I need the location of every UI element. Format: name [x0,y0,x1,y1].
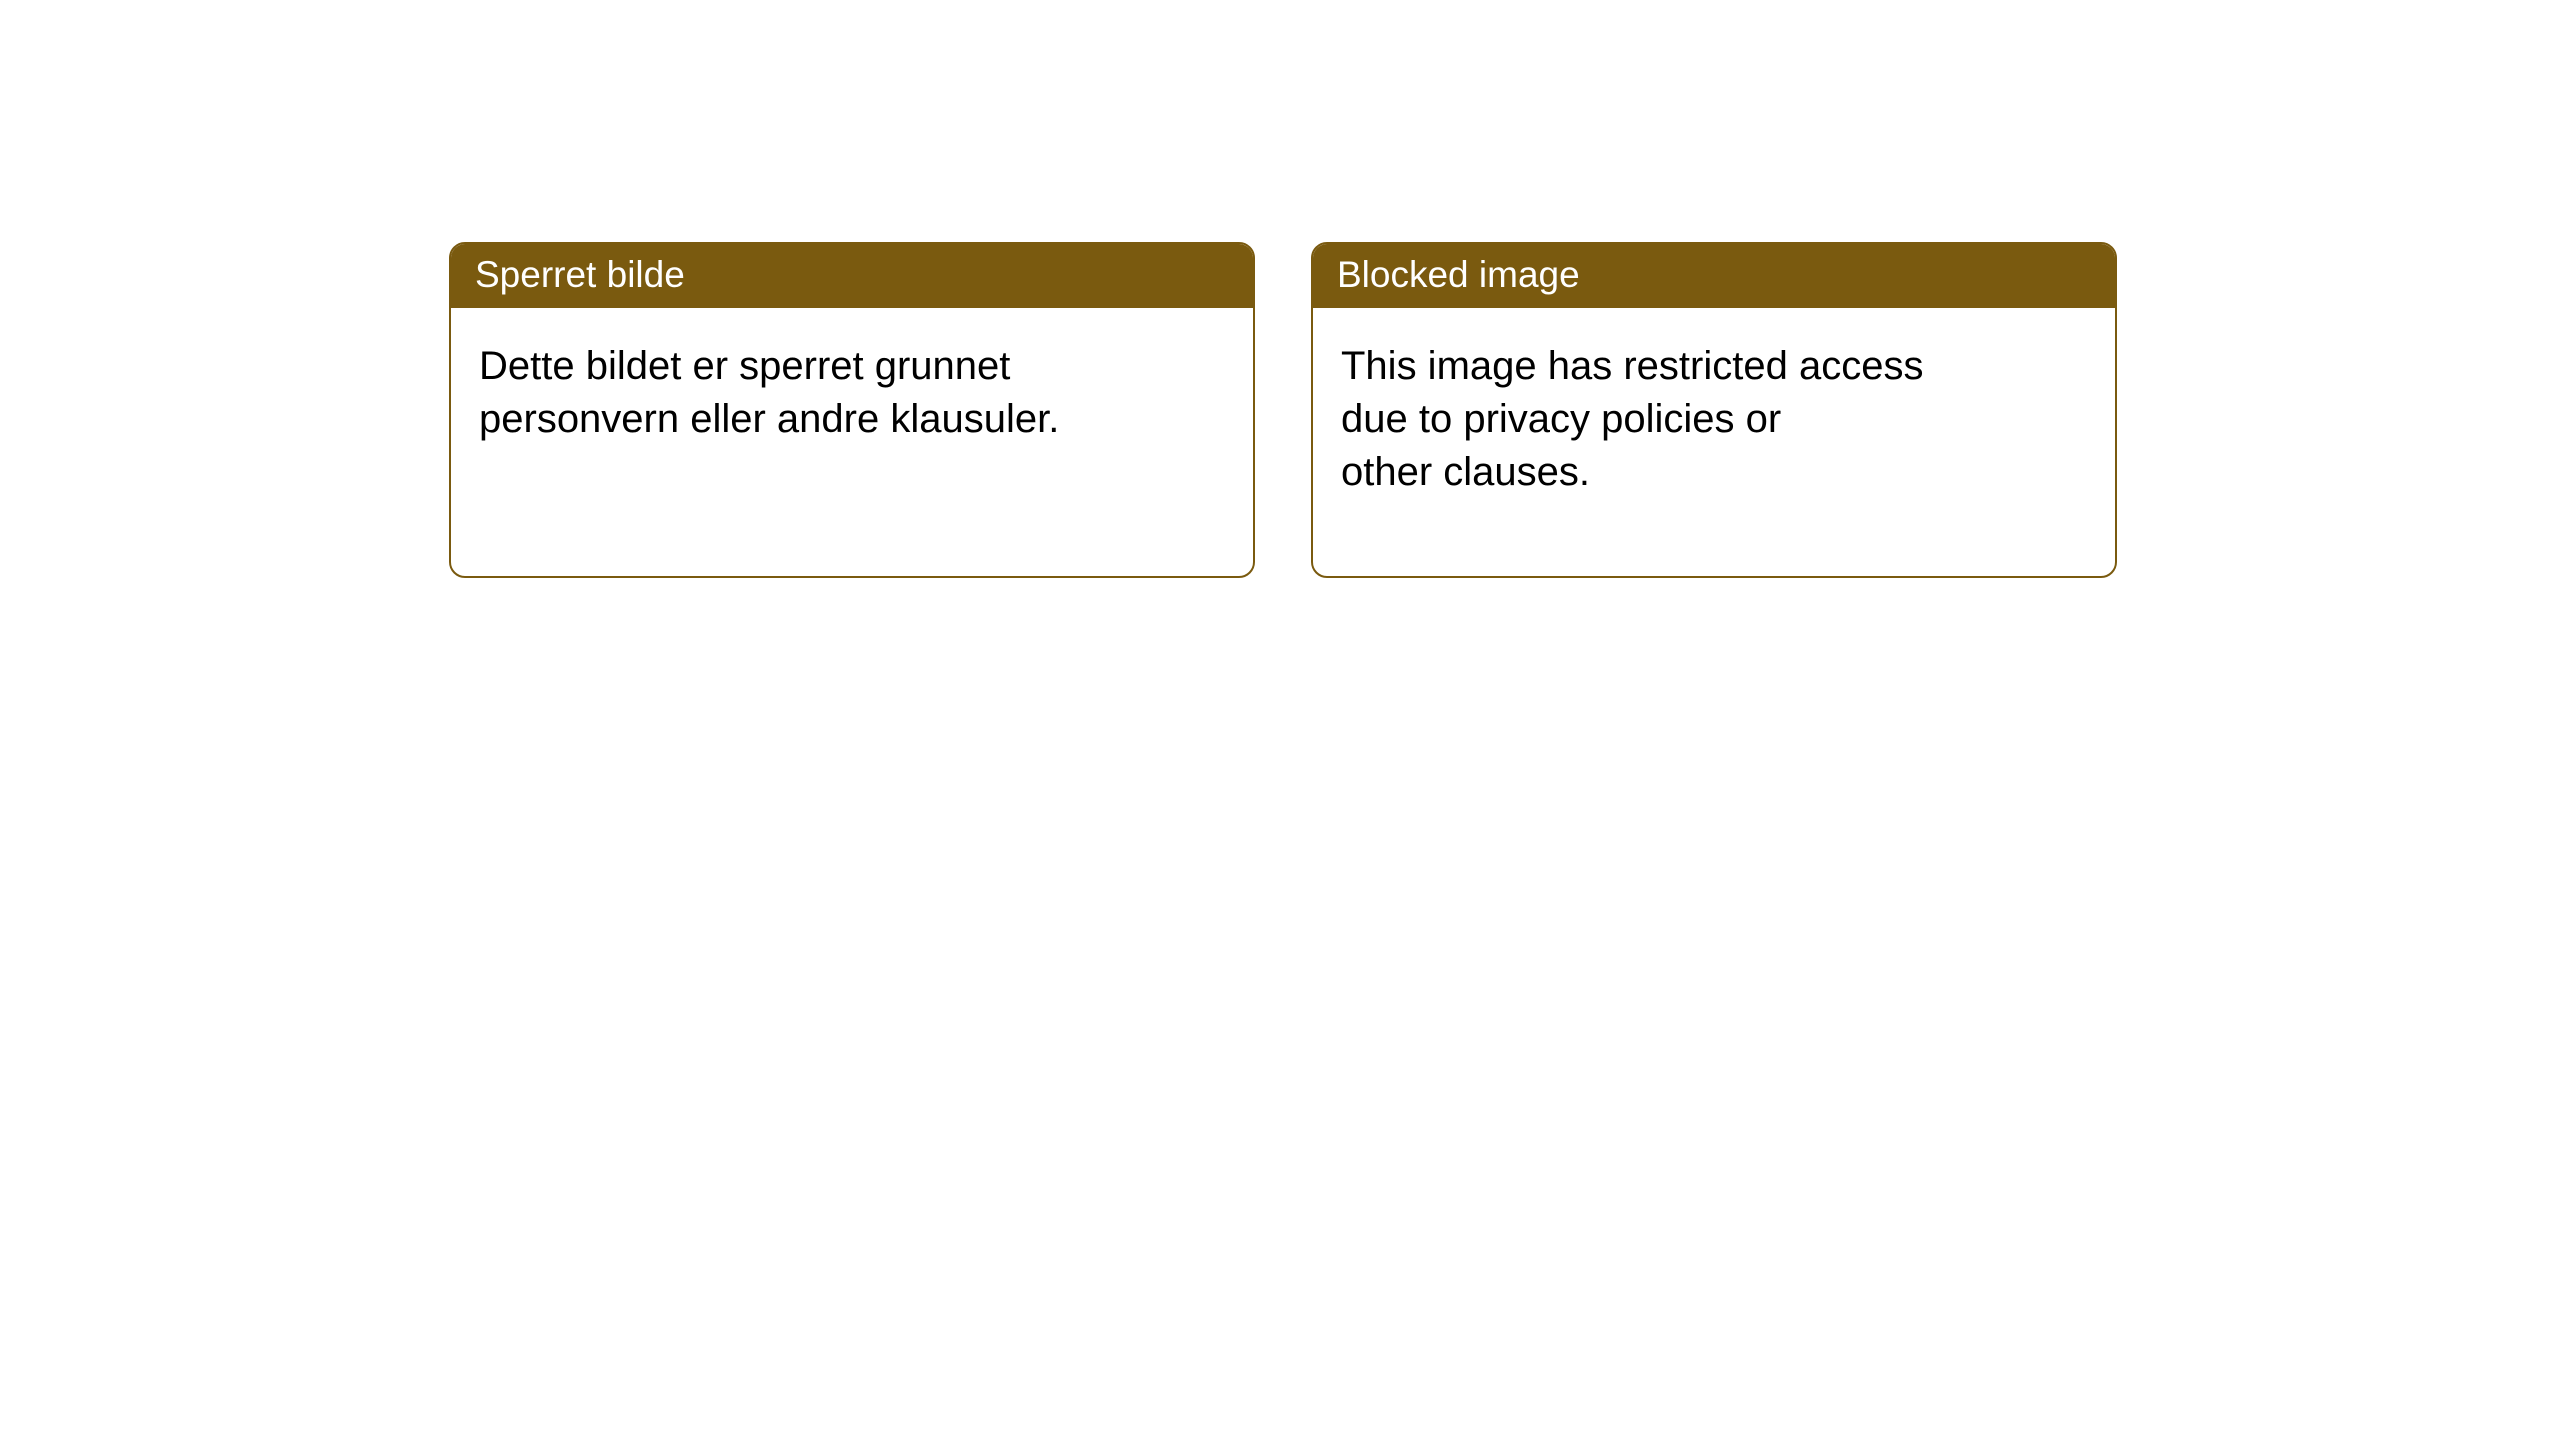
notice-box-norwegian: Sperret bilde Dette bildet er sperret gr… [449,242,1255,578]
notice-body-norwegian: Dette bildet er sperret grunnet personve… [451,308,1253,478]
notice-container: Sperret bilde Dette bildet er sperret gr… [0,0,2560,578]
notice-body-english: This image has restricted access due to … [1313,308,2115,530]
notice-title-norwegian: Sperret bilde [451,244,1253,308]
notice-title-english: Blocked image [1313,244,2115,308]
notice-box-english: Blocked image This image has restricted … [1311,242,2117,578]
